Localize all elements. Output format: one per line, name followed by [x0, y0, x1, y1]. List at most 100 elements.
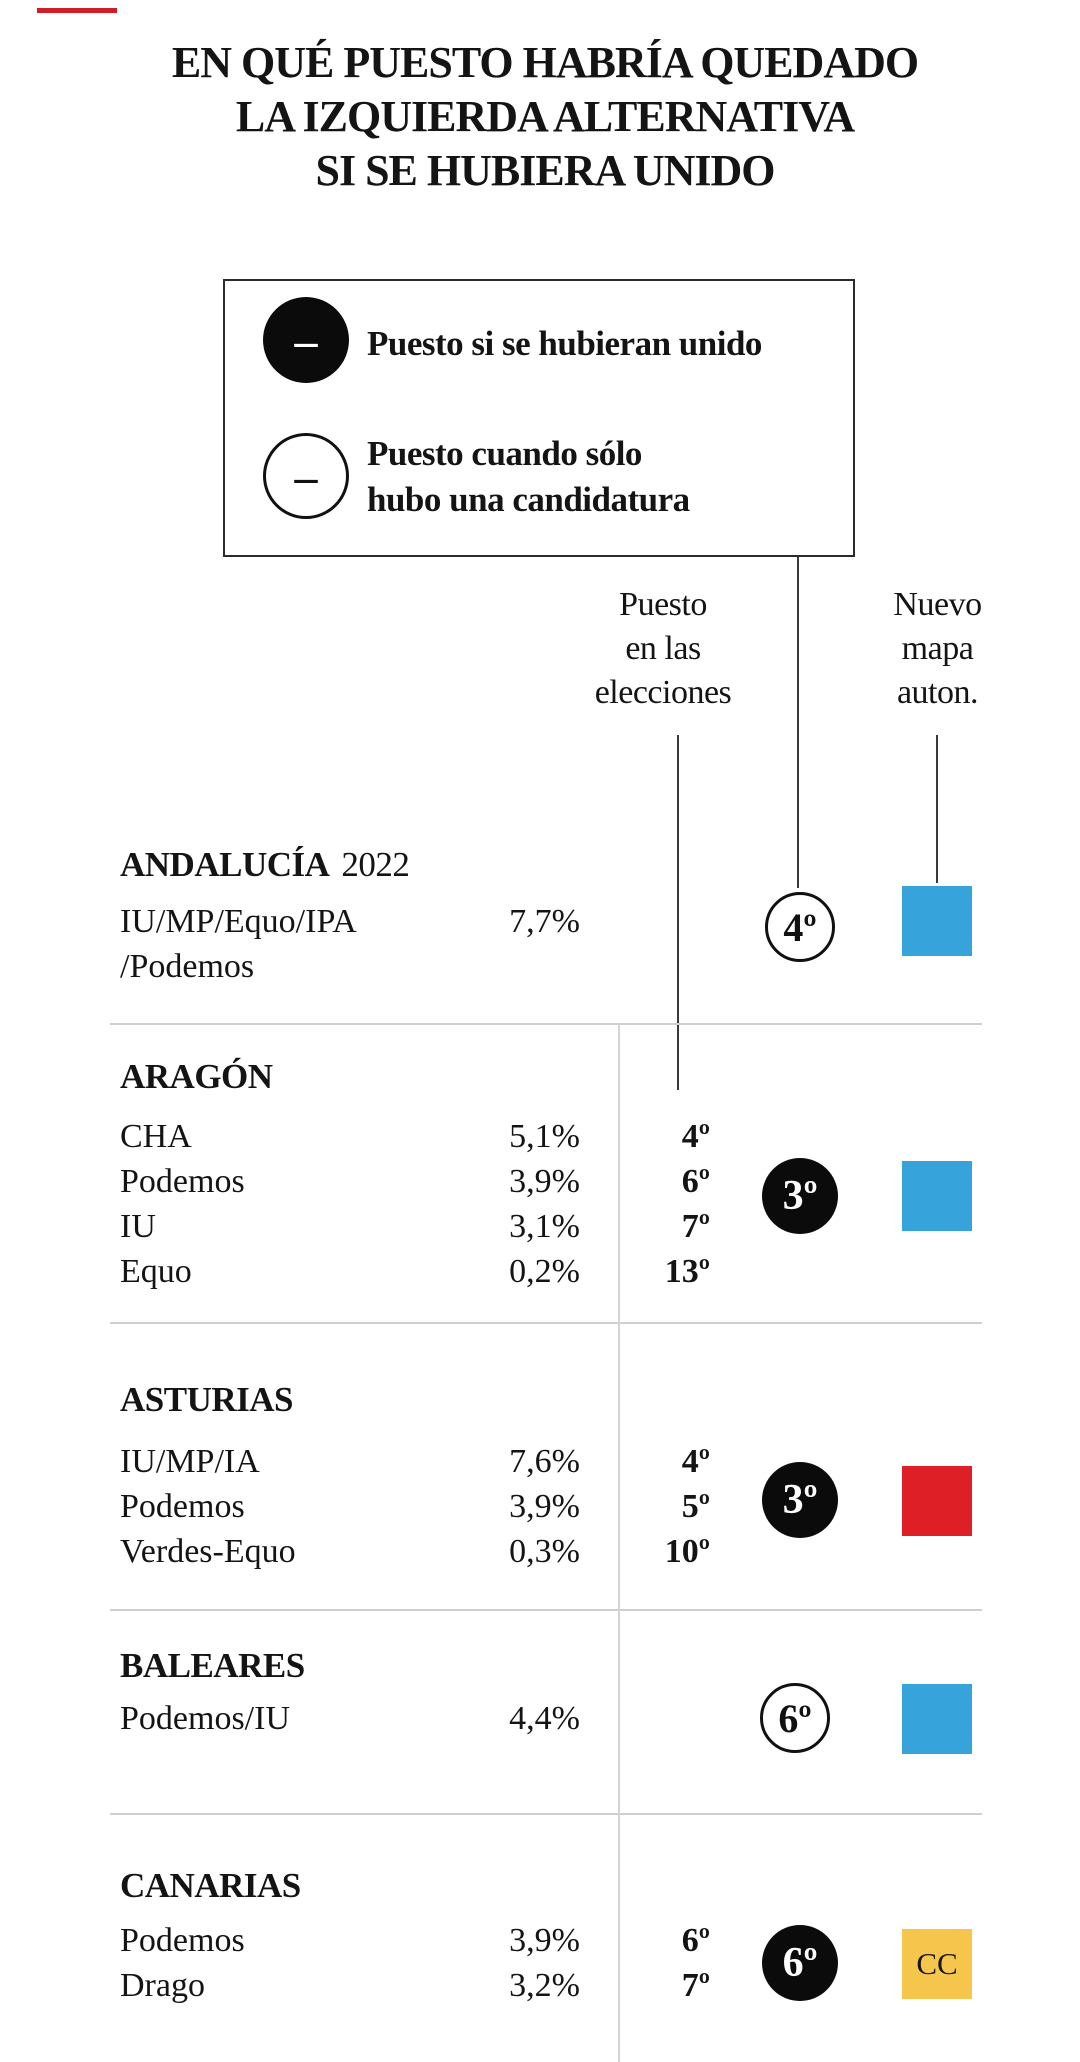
section-separator-2	[110, 1322, 982, 1324]
party-position: 4º	[681, 1118, 710, 1155]
legend-connector-line	[797, 557, 799, 888]
region-year: 2022	[341, 845, 410, 884]
party-name: Podemos	[120, 1488, 245, 1525]
position-circle-filled: 3º	[762, 1462, 838, 1538]
party-name: Podemos	[120, 1922, 245, 1959]
legend-label-single-line2: hubo una candidatura	[367, 480, 690, 519]
position-circle-value: 3º	[782, 1477, 818, 1523]
region-name-text: ANDALUCÍA	[120, 845, 330, 884]
party-name: IU/MP/IA	[120, 1443, 260, 1480]
position-circle-value: 6º	[778, 1695, 812, 1741]
party-row: /Podemos	[120, 946, 720, 991]
party-pct: 3,9%	[509, 1922, 580, 1959]
column-header-map-line2: mapa	[901, 630, 974, 667]
map-connector-line	[936, 735, 938, 883]
legend-label-single-line1: Puesto cuando sólo	[367, 434, 642, 473]
column-header-map-line3: auton.	[896, 674, 979, 711]
filled-circle-icon: –	[263, 297, 349, 383]
party-pct: 7,6%	[509, 1443, 580, 1480]
position-circle-value: 6º	[782, 1940, 818, 1986]
party-pct: 5,1%	[509, 1118, 580, 1155]
region-name-text: CANARIAS	[120, 1866, 301, 1905]
party-position: 7º	[681, 1208, 710, 1245]
column-header-elections: Puesto en las elecciones	[563, 583, 763, 715]
party-position: 6º	[681, 1163, 710, 1200]
position-circle-filled: 6º	[762, 1925, 838, 2001]
map-square: CC	[902, 1929, 972, 1999]
party-name: /Podemos	[120, 948, 255, 985]
column-divider-line	[618, 1023, 620, 2062]
party-position: 4º	[681, 1443, 710, 1480]
party-name: CHA	[120, 1118, 192, 1155]
region-name: CANARIAS	[120, 1866, 301, 1906]
outline-circle-symbol: –	[294, 450, 318, 502]
position-circle-filled: 3º	[762, 1158, 838, 1234]
column-header-map-line1: Nuevo	[893, 586, 982, 623]
section-separator-3	[110, 1609, 982, 1611]
position-circle-outline: 4º	[765, 892, 835, 962]
party-row: CHA 5,1% 4º	[120, 1116, 720, 1161]
position-circle-value: 3º	[782, 1173, 818, 1219]
section-asturias: ASTURIAS IU/MP/IA 7,6% 4º Podemos 3,9% 5…	[0, 1380, 1080, 1609]
region-name: BALEARES	[120, 1646, 305, 1686]
region-name: ARAGÓN	[120, 1057, 273, 1097]
party-position: 5º	[681, 1488, 710, 1525]
region-name: ASTURIAS	[120, 1380, 294, 1420]
title-line-2: LA IZQUIERDA ALTERNATIVA	[235, 92, 855, 141]
party-row: Verdes-Equo 0,3% 10º	[120, 1531, 720, 1576]
region-name: ANDALUCÍA 2022	[120, 845, 410, 885]
party-row: IU/MP/IA 7,6% 4º	[120, 1441, 720, 1486]
party-name: Verdes-Equo	[120, 1533, 296, 1570]
party-position: 7º	[681, 1967, 710, 2004]
map-square	[902, 1466, 972, 1536]
column-header-elections-line2: en las	[625, 630, 701, 667]
filled-circle-symbol: –	[294, 314, 318, 366]
outline-circle-icon: –	[263, 433, 349, 519]
party-position: 10º	[664, 1533, 710, 1570]
section-separator-1	[110, 1023, 982, 1025]
page-title: EN QUÉ PUESTO HABRÍA QUEDADO LA IZQUIERD…	[135, 36, 955, 198]
title-line-1: EN QUÉ PUESTO HABRÍA QUEDADO	[171, 38, 919, 87]
party-pct: 0,3%	[509, 1533, 580, 1570]
region-name-text: ARAGÓN	[120, 1057, 273, 1096]
accent-dash	[37, 8, 117, 13]
map-square	[902, 886, 972, 956]
party-position: 6º	[681, 1922, 710, 1959]
party-row: Drago 3,2% 7º	[120, 1965, 720, 2010]
section-separator-4	[110, 1813, 982, 1815]
position-circle-value: 4º	[783, 904, 817, 950]
party-row: IU 3,1% 7º	[120, 1206, 720, 1251]
region-name-text: BALEARES	[120, 1646, 305, 1685]
party-name: IU/MP/Equo/IPA	[120, 903, 357, 940]
party-row: IU/MP/Equo/IPA 7,7%	[120, 901, 720, 946]
party-name: Equo	[120, 1253, 192, 1290]
legend-label-single: Puesto cuando sólo hubo una candidatura	[367, 431, 690, 523]
title-line-3: SI SE HUBIERA UNIDO	[315, 146, 775, 195]
party-name: Podemos	[120, 1163, 245, 1200]
section-baleares: BALEARES Podemos/IU 4,4% 6º	[0, 1646, 1080, 1813]
column-header-elections-line3: elecciones	[594, 674, 732, 711]
map-square	[902, 1161, 972, 1231]
party-pct: 3,9%	[509, 1163, 580, 1200]
party-name: Drago	[120, 1967, 205, 2004]
legend-label-united: Puesto si se hubieran unido	[367, 324, 762, 363]
position-circle-outline: 6º	[760, 1683, 830, 1753]
party-pct: 0,2%	[509, 1253, 580, 1290]
party-pct: 4,4%	[509, 1700, 580, 1737]
section-aragon: ARAGÓN CHA 5,1% 4º Podemos 3,9% 6º IU 3,…	[0, 1057, 1080, 1322]
party-pct: 3,9%	[509, 1488, 580, 1525]
party-pct: 7,7%	[509, 903, 580, 940]
column-header-map: Nuevo mapa auton.	[845, 583, 1030, 715]
party-position: 13º	[664, 1253, 710, 1290]
party-name: IU	[120, 1208, 156, 1245]
column-header-elections-line1: Puesto	[619, 586, 707, 623]
party-row: Podemos 3,9% 5º	[120, 1486, 720, 1531]
region-name-text: ASTURIAS	[120, 1380, 294, 1419]
party-pct: 3,1%	[509, 1208, 580, 1245]
map-square	[902, 1684, 972, 1754]
party-name: Podemos/IU	[120, 1700, 290, 1737]
party-pct: 3,2%	[509, 1967, 580, 2004]
party-row: Podemos 3,9% 6º	[120, 1161, 720, 1206]
legend-box: – Puesto si se hubieran unido – Puesto c…	[223, 279, 855, 557]
